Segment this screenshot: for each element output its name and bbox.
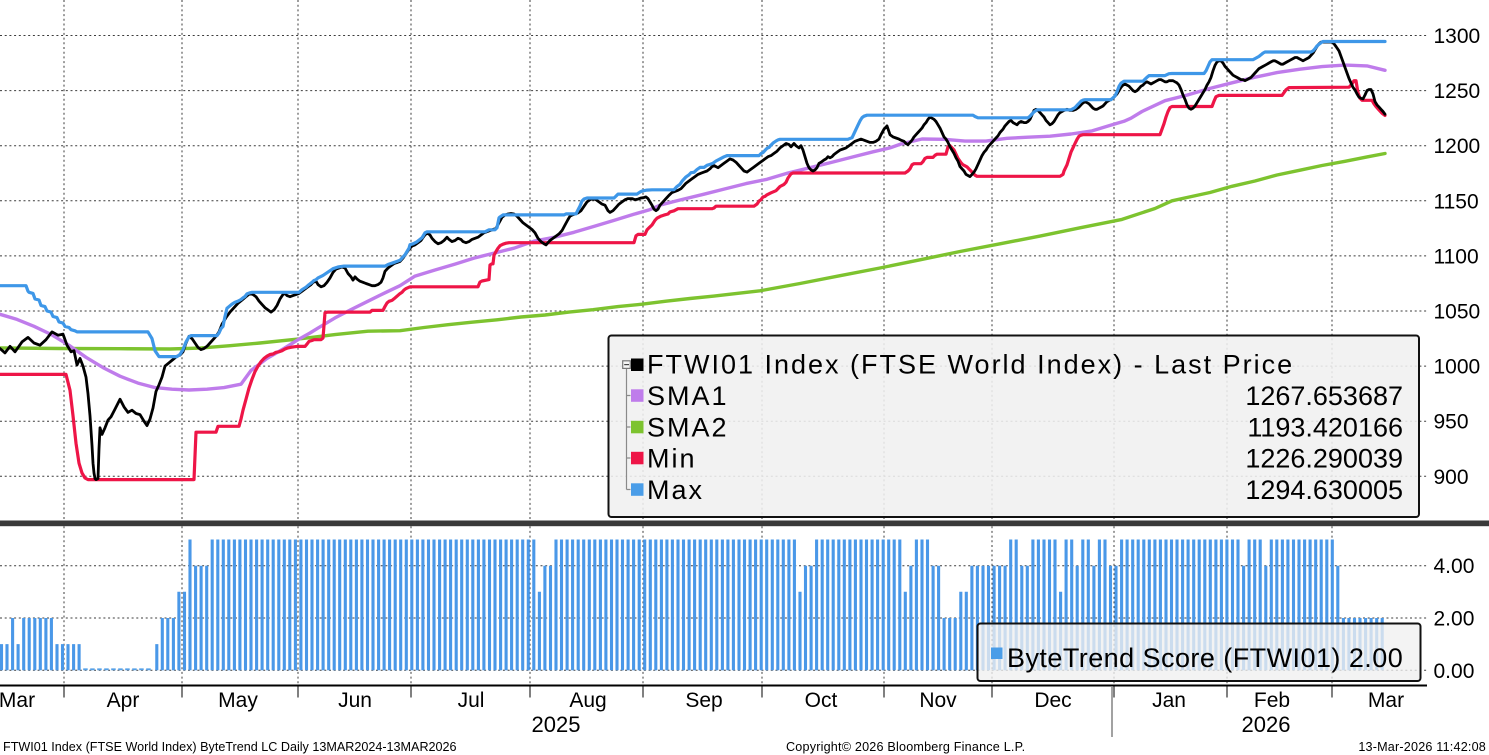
svg-text:950: 950 xyxy=(1434,411,1469,434)
svg-text:May: May xyxy=(218,689,258,712)
svg-text:Jul: Jul xyxy=(458,689,485,712)
svg-text:2026: 2026 xyxy=(1242,712,1291,737)
svg-text:Aug: Aug xyxy=(569,689,606,712)
svg-text:1193.420166: 1193.420166 xyxy=(1247,413,1403,443)
svg-text:1050: 1050 xyxy=(1434,301,1481,324)
svg-text:Nov: Nov xyxy=(919,689,957,712)
svg-text:SMA1: SMA1 xyxy=(647,381,729,411)
svg-text:Dec: Dec xyxy=(1034,689,1071,712)
svg-text:1300: 1300 xyxy=(1434,25,1481,48)
svg-text:Apr: Apr xyxy=(107,689,140,712)
svg-text:Mar: Mar xyxy=(0,689,35,712)
svg-text:Max: Max xyxy=(647,475,704,505)
svg-text:0.00: 0.00 xyxy=(1434,660,1475,683)
svg-text:SMA2: SMA2 xyxy=(647,413,729,443)
svg-text:FTWI01 Index (FTSE World Index: FTWI01 Index (FTSE World Index) - Last P… xyxy=(647,350,1294,380)
svg-text:900: 900 xyxy=(1434,466,1469,489)
svg-text:2025: 2025 xyxy=(532,712,581,737)
svg-text:1100: 1100 xyxy=(1434,245,1479,268)
svg-text:2.00: 2.00 xyxy=(1434,608,1475,631)
svg-text:1226.290039: 1226.290039 xyxy=(1245,444,1403,474)
svg-text:1267.653687: 1267.653687 xyxy=(1245,381,1403,411)
svg-text:Oct: Oct xyxy=(805,689,838,712)
svg-text:Feb: Feb xyxy=(1254,689,1290,712)
svg-text:1200: 1200 xyxy=(1434,135,1481,158)
svg-text:13-Mar-2026 11:42:08: 13-Mar-2026 11:42:08 xyxy=(1358,740,1486,754)
svg-text:Jun: Jun xyxy=(338,689,372,712)
svg-text:1000: 1000 xyxy=(1434,356,1481,379)
svg-text:FTWI01 Index (FTSE World Index: FTWI01 Index (FTSE World Index) ByteTren… xyxy=(3,740,457,754)
svg-text:Copyright© 2026 Bloomberg Fina: Copyright© 2026 Bloomberg Finance L.P. xyxy=(786,740,1025,754)
svg-text:Mar: Mar xyxy=(1368,689,1404,712)
svg-text:ByteTrend Score (FTWI01) 2.00: ByteTrend Score (FTWI01) 2.00 xyxy=(1007,643,1403,673)
svg-text:1150: 1150 xyxy=(1434,190,1479,213)
svg-text:1294.630005: 1294.630005 xyxy=(1245,475,1403,505)
svg-text:Min: Min xyxy=(647,444,697,474)
svg-text:4.00: 4.00 xyxy=(1434,555,1475,578)
svg-text:Jan: Jan xyxy=(1152,689,1186,712)
svg-text:1250: 1250 xyxy=(1434,80,1481,103)
svg-text:Sep: Sep xyxy=(685,689,722,712)
